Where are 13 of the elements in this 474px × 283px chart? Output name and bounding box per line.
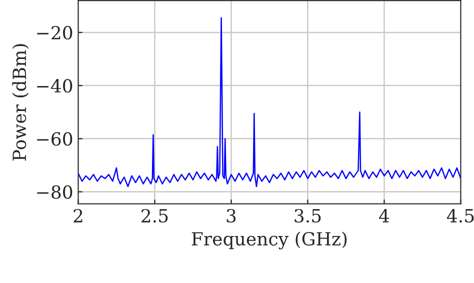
x-tick-label: 3.5 bbox=[294, 208, 321, 223]
x-tick-label: 4.5 bbox=[446, 208, 474, 223]
y-tick-label: −60 bbox=[37, 132, 72, 146]
y-axis-title: Power (dBm) bbox=[12, 44, 29, 161]
line-series bbox=[78, 17, 461, 188]
x-tick-label: 4 bbox=[379, 208, 390, 222]
y-tick-label: −80 bbox=[37, 185, 72, 199]
x-tick-label: 2 bbox=[74, 208, 82, 222]
x-tick-label: 3 bbox=[226, 208, 236, 223]
y-tick-label: −20 bbox=[37, 26, 72, 40]
x-axis-title: Frequency (GHz) bbox=[192, 232, 347, 250]
y-tick-label: −40 bbox=[37, 79, 72, 93]
x-tick-label: 2.5 bbox=[142, 208, 168, 223]
